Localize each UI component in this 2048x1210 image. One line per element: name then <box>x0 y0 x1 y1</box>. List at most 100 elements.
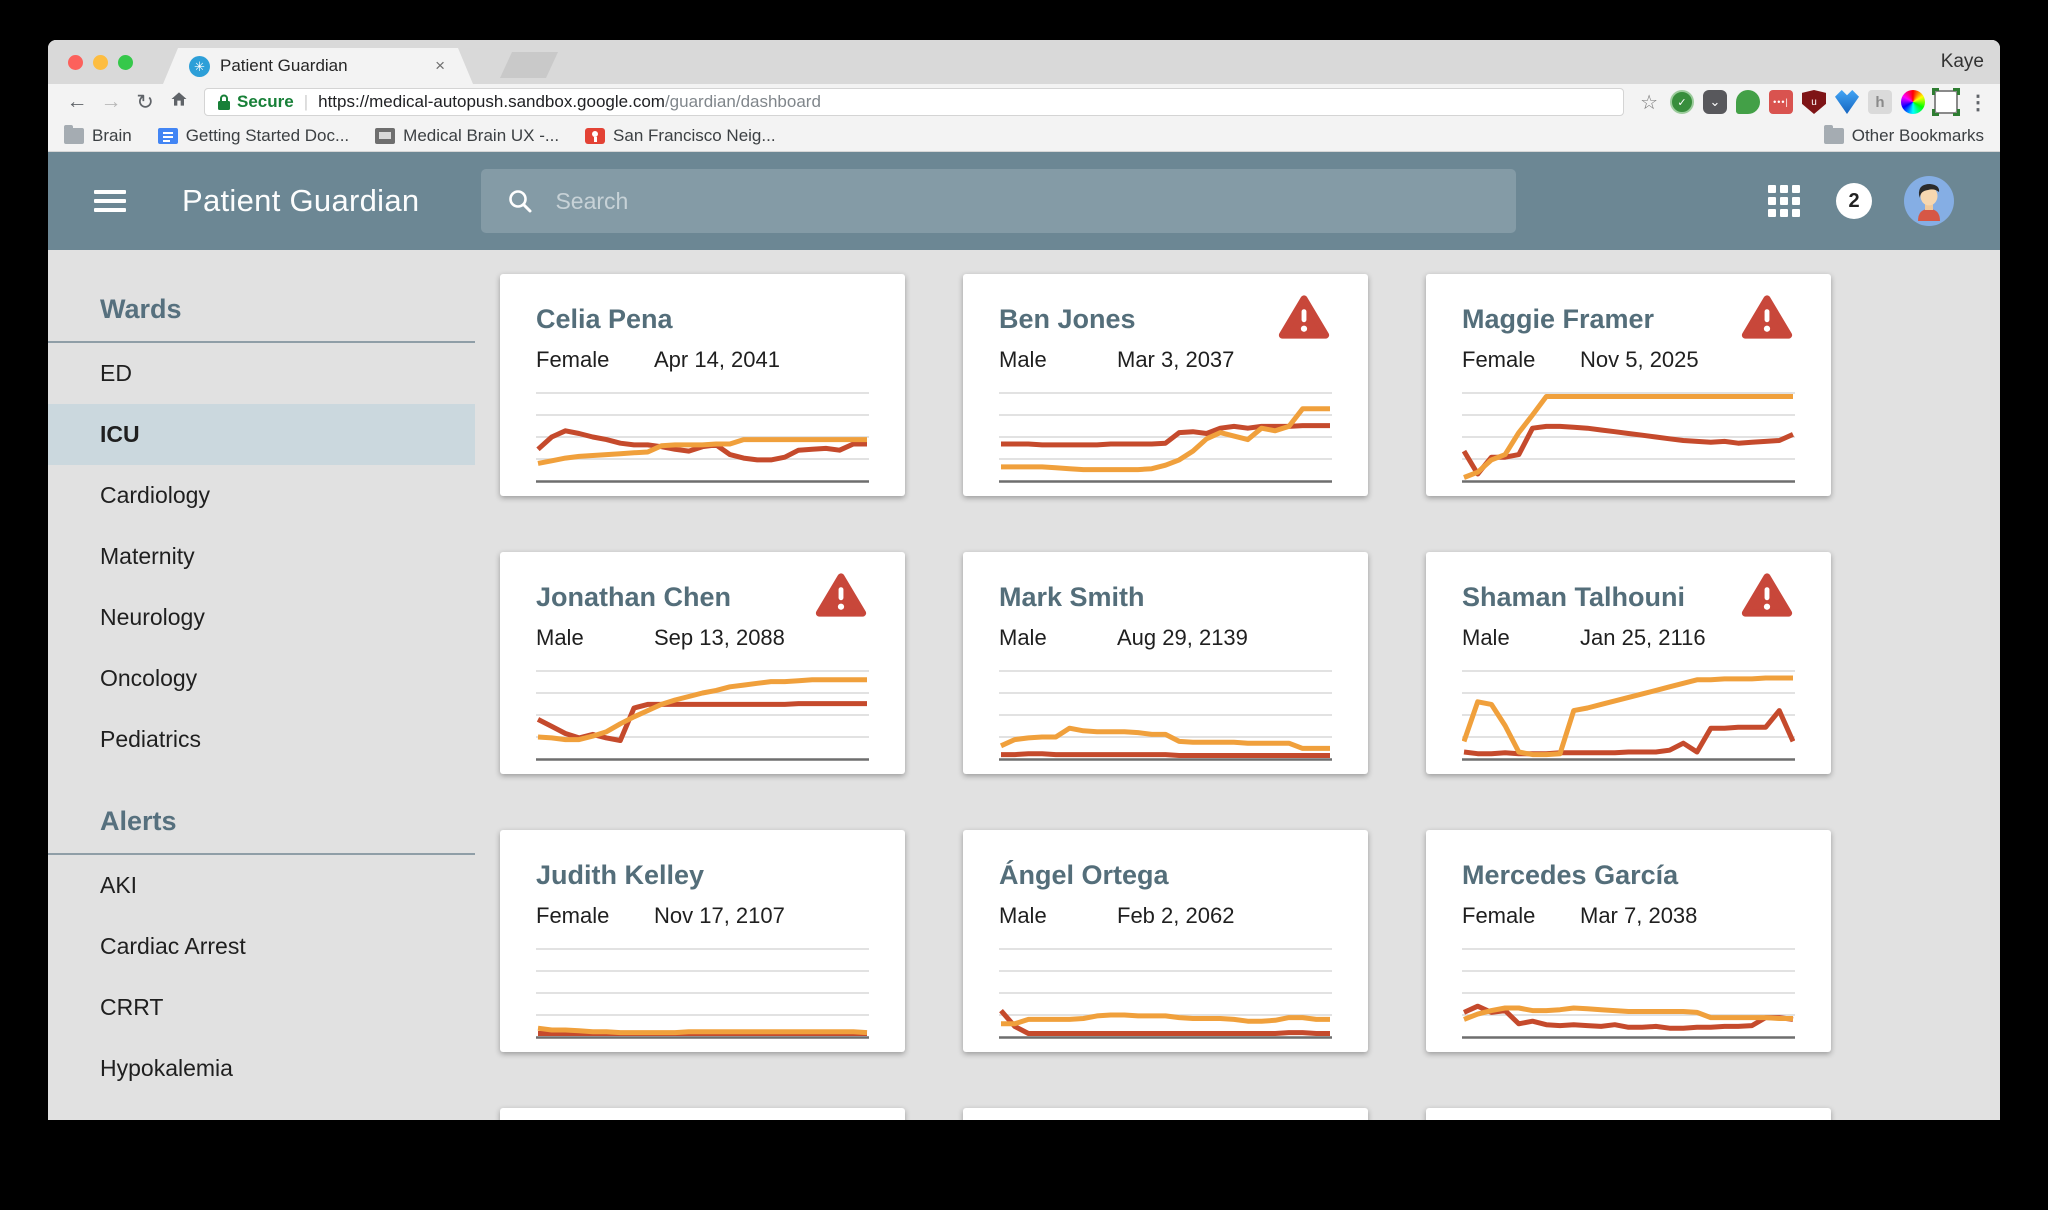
vitals-sparkline <box>1462 670 1795 761</box>
tab-title: Patient Guardian <box>220 56 348 75</box>
patient-card[interactable]: Judith Kelley Female Nov 17, 2107 <box>500 830 905 1052</box>
close-window-button[interactable] <box>68 55 83 70</box>
app-title: Patient Guardian <box>182 183 420 218</box>
sidebar-item-aki[interactable]: AKI <box>100 872 138 898</box>
patient-card-partial[interactable] <box>963 1108 1368 1120</box>
page-icon <box>375 127 396 144</box>
shield-icon[interactable]: u <box>1802 90 1826 114</box>
red-vital-line <box>1001 423 1330 448</box>
bookmark-item[interactable]: Getting Started Doc... <box>157 126 349 146</box>
minimize-window-button[interactable] <box>93 55 108 70</box>
red-vital-line <box>999 1008 1330 1036</box>
patient-sex: Male <box>1462 625 1510 650</box>
pocket-icon[interactable]: ⌄ <box>1703 90 1727 114</box>
screenshot-frame-icon[interactable] <box>1932 88 1960 116</box>
url-bar[interactable]: Secure | https://medical-autopush.sandbo… <box>204 88 1625 116</box>
sidebar-section-title: Alerts <box>100 806 177 836</box>
zoom-window-button[interactable] <box>118 55 133 70</box>
sidebar: Wards ED ICU Cardiology Maternity Neurology On… <box>48 250 475 1120</box>
sidebar-item-cardiology[interactable]: Cardiology <box>100 482 210 508</box>
bookmark-item[interactable]: Medical Brain UX -... <box>375 126 559 146</box>
kite-icon[interactable] <box>1835 90 1859 114</box>
bookmark-item[interactable]: Brain <box>64 124 132 146</box>
green-check-icon[interactable]: ✓ <box>1670 90 1694 114</box>
browser-profile-name[interactable]: Kaye <box>1940 51 1984 72</box>
sidebar-item-icu[interactable]: ICU <box>48 404 475 465</box>
sidebar-item-neurology[interactable]: Neurology <box>100 604 205 630</box>
patient-card[interactable]: Ben Jones Male Mar 3, 2037 <box>963 274 1368 496</box>
alert-triangle-icon <box>815 573 867 617</box>
alert-triangle-icon <box>1741 573 1793 617</box>
sidebar-item-ed[interactable]: ED <box>100 360 132 386</box>
patient-sex: Female <box>1462 347 1536 372</box>
apps-grid-icon[interactable] <box>1766 183 1802 219</box>
patient-card[interactable]: Celia Pena Female Apr 14, 2041 <box>500 274 905 496</box>
search-bar[interactable] <box>481 169 1517 233</box>
app-header: Patient Guardian 2 <box>48 152 2000 250</box>
speech-bubble-icon[interactable] <box>1736 90 1760 114</box>
orange-vital-line <box>537 677 867 743</box>
sidebar-item-crrt[interactable]: CRRT <box>100 994 164 1020</box>
patient-card-partial[interactable] <box>1426 1108 1831 1120</box>
patient-name: Celia Pena <box>536 304 673 334</box>
secure-badge[interactable]: Secure <box>217 92 294 112</box>
url-path: /guardian/dashboard <box>664 92 821 111</box>
forward-button[interactable]: → <box>100 90 122 113</box>
home-icon <box>171 92 187 106</box>
alert-triangle-icon <box>1278 295 1330 339</box>
bookmark-star-icon[interactable]: ☆ <box>1640 91 1658 114</box>
patient-card[interactable]: Maggie Framer Female Nov 5, 2025 <box>1426 274 1831 496</box>
home-button[interactable] <box>162 89 196 115</box>
color-wheel-icon[interactable] <box>1901 90 1925 114</box>
browser-menu-icon[interactable]: ⋮ <box>1968 91 1988 114</box>
patient-card[interactable]: Mark Smith Male Aug 29, 2139 <box>963 552 1368 774</box>
password-manager-icon[interactable]: •••| <box>1769 90 1793 114</box>
other-bookmarks[interactable]: Other Bookmarks <box>1823 124 1984 146</box>
orange-vital-line <box>1001 406 1330 473</box>
orange-vital-line <box>1463 1005 1793 1022</box>
hamburger-menu-icon[interactable] <box>94 190 126 212</box>
patient-card[interactable]: Jonathan Chen Male Sep 13, 2088 <box>500 552 905 774</box>
orange-vital-line <box>999 725 1330 751</box>
patient-name: Jonathan Chen <box>536 582 732 612</box>
patient-card-partial[interactable] <box>500 1108 905 1120</box>
alert-triangle-icon <box>1741 295 1793 339</box>
back-button[interactable]: ← <box>66 90 88 113</box>
patient-card[interactable]: Mercedes García Female Mar 7, 2038 <box>1426 830 1831 1052</box>
red-vital-line <box>1462 423 1795 477</box>
bookmark-item[interactable]: San Francisco Neig... <box>585 126 776 146</box>
patient-sex: Male <box>536 625 584 650</box>
patient-name: Shaman Talhouni <box>1462 582 1686 612</box>
sidebar-item-cardiac-arrest[interactable]: Cardiac Arrest <box>100 933 246 959</box>
sidebar-item-maternity[interactable]: Maternity <box>100 543 195 569</box>
new-tab-button[interactable] <box>500 52 558 78</box>
patient-dob: Apr 14, 2041 <box>654 347 780 372</box>
reload-button[interactable]: ↻ <box>136 90 154 114</box>
bookmark-label: Brain <box>92 125 132 145</box>
patient-card[interactable]: Shaman Talhouni Male Jan 25, 2116 <box>1426 552 1831 774</box>
patient-name: Mercedes García <box>1462 860 1679 890</box>
sidebar-item-oncology[interactable]: Oncology <box>100 665 198 691</box>
red-vital-line <box>1001 751 1330 758</box>
tab-close-icon[interactable]: × <box>435 56 445 75</box>
main-content: Wards ED ICU Cardiology Maternity Neurology On… <box>48 250 2000 1120</box>
search-input[interactable] <box>555 187 1491 215</box>
patient-card[interactable]: Ángel Ortega Male Feb 2, 2062 <box>963 830 1368 1052</box>
sidebar-item-hyponatremia[interactable]: Hyponatremia <box>48 1099 475 1120</box>
red-vital-line <box>1462 1003 1794 1031</box>
sidebar-divider <box>48 853 475 855</box>
sidebar-item-pediatrics[interactable]: Pediatrics <box>100 726 201 752</box>
patient-sex: Male <box>999 625 1047 650</box>
sidebar-item-hypokalemia[interactable]: Hypokalemia <box>100 1055 233 1081</box>
tab-favicon-icon: ✳ <box>189 56 210 77</box>
patient-name: Ben Jones <box>999 304 1136 334</box>
browser-toolbar: ← → ↻ Secure | https://medical-autopush.… <box>48 84 2000 120</box>
avatar[interactable] <box>1904 176 1954 226</box>
patient-name: Mark Smith <box>999 582 1145 612</box>
red-vital-line <box>1463 708 1795 757</box>
browser-tab[interactable]: ✳ Patient Guardian × <box>163 48 473 84</box>
notification-badge[interactable]: 2 <box>1836 183 1872 219</box>
h-letter-icon[interactable]: h <box>1868 90 1892 114</box>
folder-icon <box>1823 124 1844 144</box>
